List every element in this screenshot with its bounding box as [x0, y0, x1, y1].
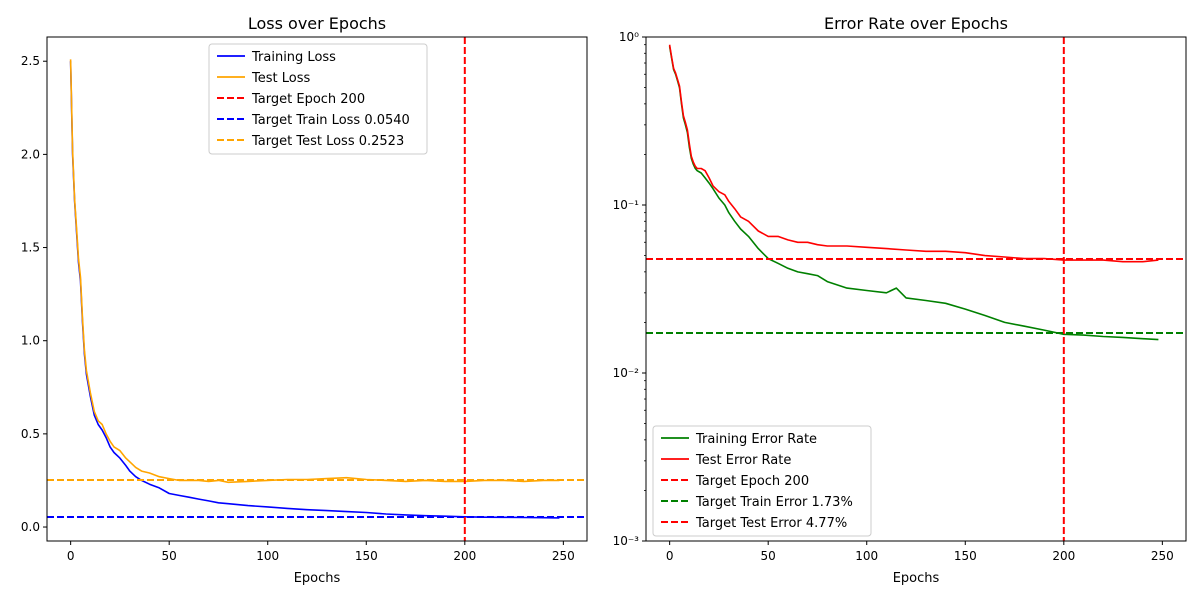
- x-tick-label: 50: [162, 549, 177, 563]
- legend-label: Test Loss: [251, 71, 310, 86]
- legend-label: Target Train Error 1.73%: [695, 495, 853, 510]
- legend-label: Target Test Loss 0.2523: [251, 134, 404, 149]
- x-tick-label: 100: [256, 549, 279, 563]
- x-axis-label: Epochs: [294, 571, 341, 586]
- y-tick-label: 2.0: [21, 147, 40, 161]
- legend-label: Training Error Rate: [695, 432, 817, 447]
- x-tick-label: 250: [552, 549, 575, 563]
- x-tick-label: 50: [761, 549, 776, 563]
- x-tick-label: 100: [855, 549, 878, 563]
- legend-label: Target Epoch 200: [695, 474, 809, 489]
- chart-title: Error Rate over Epochs: [824, 14, 1008, 33]
- chart-title: Loss over Epochs: [248, 14, 386, 33]
- legend-label: Target Epoch 200: [251, 92, 365, 107]
- legend: Training Loss Test Loss Target Epoch 200 Ta…: [208, 43, 428, 155]
- x-tick-label: 0: [666, 549, 674, 563]
- series-test-loss: [69, 59, 560, 484]
- legend-label: Training Loss: [251, 50, 336, 65]
- legend-label: Target Train Loss 0.0540: [251, 113, 410, 128]
- loss-chart: Loss over Epochs Epochs 0 50 100 150 200 250 0.0…: [21, 14, 588, 586]
- y-tick-label: 0.5: [21, 427, 40, 441]
- legend-frame: [652, 425, 872, 537]
- x-tick-label: 200: [1052, 549, 1075, 563]
- y-tick-label: 10⁻³: [613, 534, 640, 548]
- y-tick-label: 10⁻¹: [613, 198, 640, 212]
- y-tick-label: 10⁻²: [613, 366, 640, 380]
- legend-label: Test Error Rate: [695, 453, 791, 468]
- legend-frame: [208, 43, 428, 155]
- y-tick-label: 1.0: [21, 334, 40, 348]
- y-tick-label: 0.0: [21, 520, 40, 534]
- x-tick-label: 200: [453, 549, 476, 563]
- legend: Training Error Rate Test Error Rate Target…: [652, 425, 872, 537]
- error-rate-chart: Error Rate over Epochs Epochs 0 50 100 150 200…: [613, 14, 1187, 586]
- x-tick-label: 0: [67, 549, 75, 563]
- y-tick-label: 2.5: [21, 54, 40, 68]
- plot-area: [646, 37, 1186, 541]
- legend-label: Target Test Error 4.77%: [695, 516, 847, 531]
- y-tick-label: 10⁰: [619, 30, 639, 44]
- plot-area: [47, 37, 587, 541]
- x-axis-label: Epochs: [893, 571, 940, 586]
- axes-frame: [645, 36, 1187, 542]
- x-tick-label: 150: [954, 549, 977, 563]
- y-tick-label: 1.5: [21, 241, 40, 255]
- x-tick-label: 150: [355, 549, 378, 563]
- series-training-error-rate: [668, 46, 1159, 341]
- axes-frame: [46, 36, 588, 542]
- series-test-error-rate: [668, 44, 1159, 263]
- x-tick-label: 250: [1151, 549, 1174, 563]
